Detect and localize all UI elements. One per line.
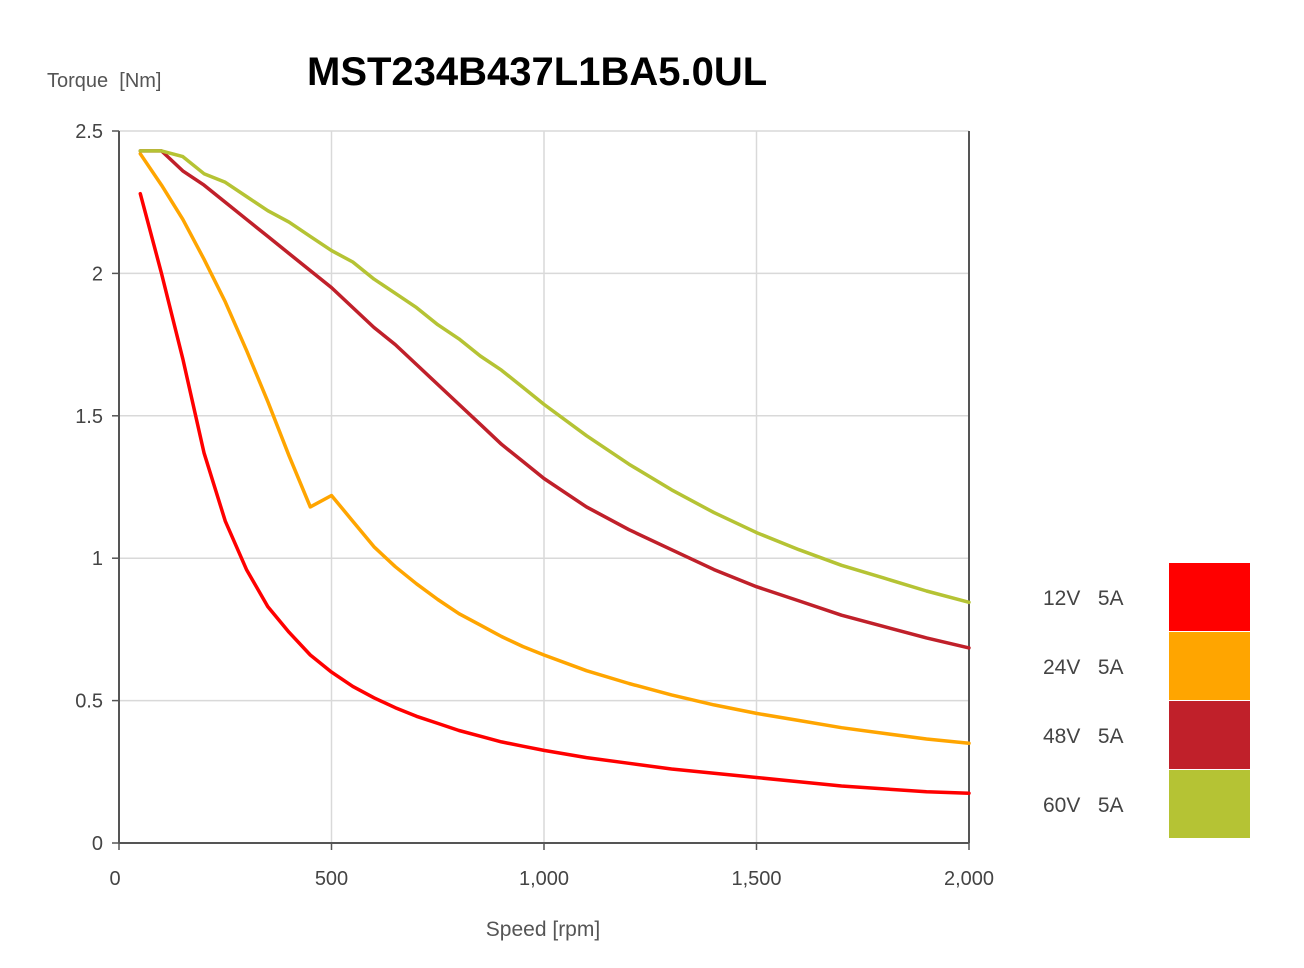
y-tick-label: 2.5 [75,121,103,143]
x-tick-label: 1,500 [731,868,781,890]
y-axis-label: Torque [Nm] [47,70,161,92]
x-tick-label: 2,000 [944,868,994,890]
y-tick-label: 1 [92,548,103,570]
grid [118,130,970,844]
legend: 12V 5A 24V 5A 48V 5A 60V 5A [1043,563,1250,838]
x-tick-label: 500 [315,868,348,890]
chart-title: MST234B437L1BA5.0UL [307,50,767,94]
legend-label: 24V 5A [1043,656,1124,679]
legend-swatch [1169,563,1250,631]
legend-swatch [1169,770,1250,838]
y-tick-label: 0.5 [75,691,103,713]
series-line-3 [138,149,971,650]
legend-swatch [1169,632,1250,700]
y-tick-label: 0 [92,833,103,855]
y-tick-label: 1.5 [75,406,103,428]
legend-label: 48V 5A [1043,725,1124,748]
x-axis-label: Speed [rpm] [486,918,600,941]
x-tick-label: 0 [109,868,120,890]
y-tick-label: 2 [92,263,103,285]
legend-swatch [1169,701,1250,769]
legend-label: 12V 5A [1043,587,1124,610]
series-line-4 [138,149,971,605]
series-line-1 [138,191,971,795]
x-tick-label: 1,000 [519,868,569,890]
series-lines [138,149,971,795]
axes [112,130,970,850]
series-line-2 [138,152,971,746]
legend-label: 60V 5A [1043,794,1124,817]
tick-labels: 0 0.5 1 1.5 2 2.5 0 500 1,000 1,500 2,000 [75,121,994,890]
